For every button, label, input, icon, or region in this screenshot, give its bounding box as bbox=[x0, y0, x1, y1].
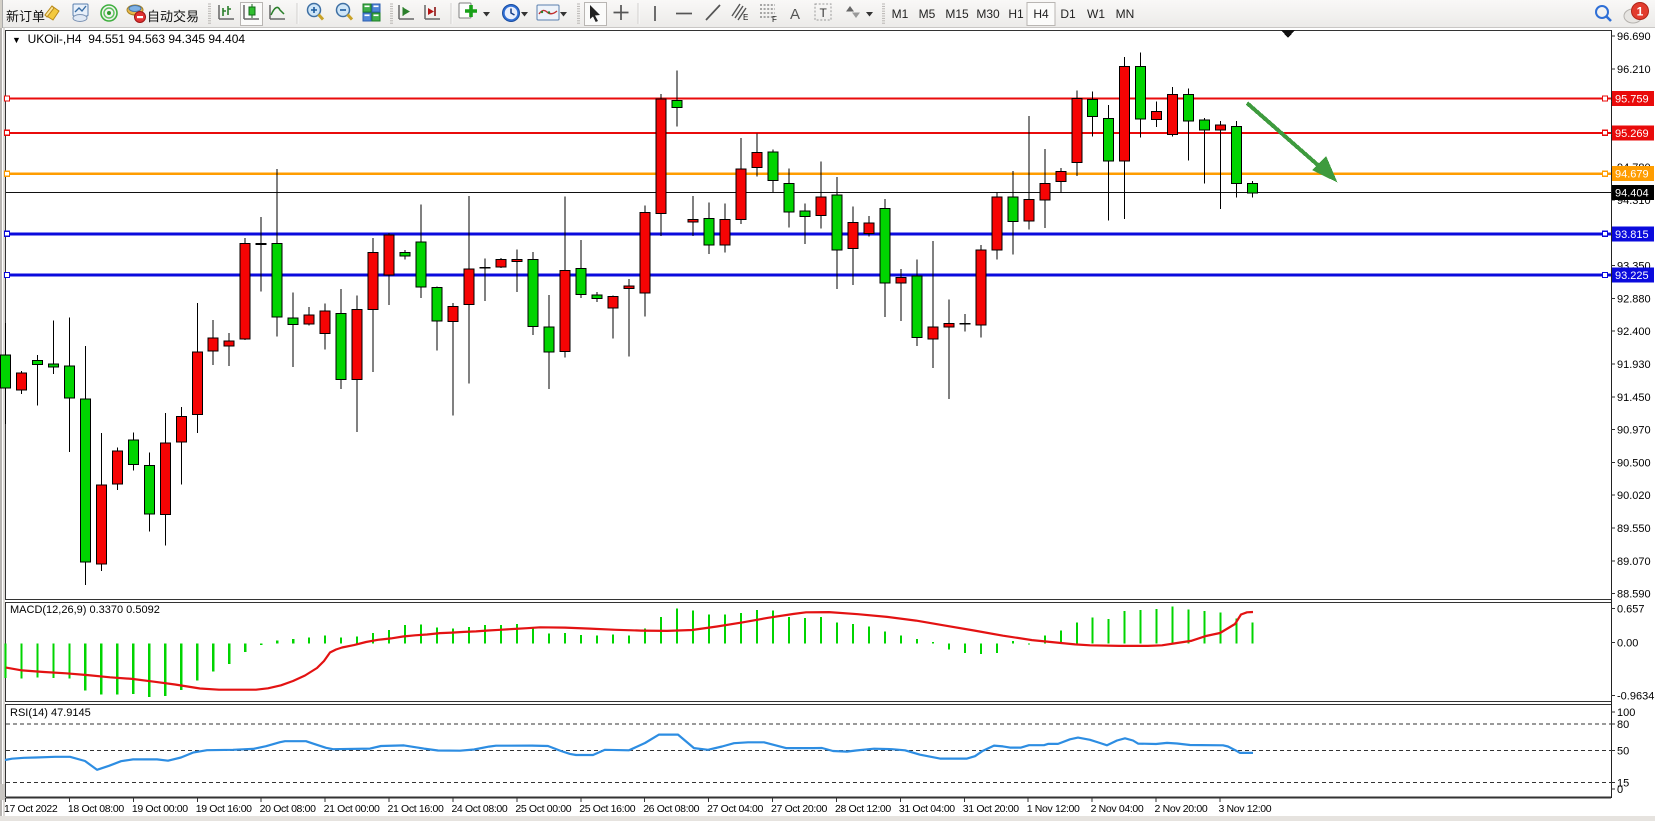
svg-text:-0.9634: -0.9634 bbox=[1617, 691, 1654, 703]
svg-text:100: 100 bbox=[1617, 707, 1635, 719]
svg-text:96.690: 96.690 bbox=[1617, 31, 1651, 43]
svg-text:26 Oct 08:00: 26 Oct 08:00 bbox=[643, 803, 699, 815]
svg-text:31 Oct 20:00: 31 Oct 20:00 bbox=[963, 803, 1019, 815]
svg-text:20 Oct 08:00: 20 Oct 08:00 bbox=[260, 803, 316, 815]
svg-text:31 Oct 04:00: 31 Oct 04:00 bbox=[899, 803, 955, 815]
svg-text:17 Oct 2022: 17 Oct 2022 bbox=[4, 803, 58, 815]
svg-text:0.657: 0.657 bbox=[1617, 604, 1645, 616]
svg-text:25 Oct 16:00: 25 Oct 16:00 bbox=[579, 803, 635, 815]
svg-text:W1: W1 bbox=[1087, 7, 1105, 21]
svg-text:MACD(12,26,9) 0.3370 0.5092: MACD(12,26,9) 0.3370 0.5092 bbox=[10, 604, 160, 616]
svg-text:91.450: 91.450 bbox=[1617, 392, 1651, 404]
svg-text:25 Oct 00:00: 25 Oct 00:00 bbox=[515, 803, 571, 815]
svg-text:91.930: 91.930 bbox=[1617, 359, 1651, 371]
svg-text:0: 0 bbox=[1617, 784, 1623, 796]
svg-text:93.815: 93.815 bbox=[1615, 229, 1649, 241]
svg-text:28 Oct 12:00: 28 Oct 12:00 bbox=[835, 803, 891, 815]
svg-text:M15: M15 bbox=[945, 7, 969, 21]
svg-text:89.070: 89.070 bbox=[1617, 556, 1651, 568]
svg-text:95.759: 95.759 bbox=[1615, 94, 1649, 106]
svg-text:15: 15 bbox=[1617, 777, 1629, 789]
svg-text:M1: M1 bbox=[892, 7, 909, 21]
svg-text:2 Nov 04:00: 2 Nov 04:00 bbox=[1091, 803, 1144, 815]
svg-text:93.225: 93.225 bbox=[1615, 270, 1649, 282]
svg-text:19 Oct 00:00: 19 Oct 00:00 bbox=[132, 803, 188, 815]
svg-text:92.880: 92.880 bbox=[1617, 293, 1651, 305]
svg-text:80: 80 bbox=[1617, 719, 1629, 731]
svg-text:1 Nov 12:00: 1 Nov 12:00 bbox=[1027, 803, 1080, 815]
svg-text:M5: M5 bbox=[919, 7, 936, 21]
svg-text:89.550: 89.550 bbox=[1617, 523, 1651, 535]
svg-text:E: E bbox=[743, 13, 748, 22]
svg-text:1: 1 bbox=[1637, 5, 1644, 19]
svg-text:0.00: 0.00 bbox=[1617, 638, 1638, 650]
svg-text:50: 50 bbox=[1617, 746, 1629, 758]
svg-text:F: F bbox=[772, 15, 777, 24]
svg-text:90.500: 90.500 bbox=[1617, 457, 1651, 469]
svg-text:92.400: 92.400 bbox=[1617, 326, 1651, 338]
svg-text:A: A bbox=[790, 6, 800, 23]
svg-text:94.679: 94.679 bbox=[1615, 169, 1649, 181]
svg-text:94.404: 94.404 bbox=[1615, 187, 1649, 199]
svg-text:96.210: 96.210 bbox=[1617, 64, 1651, 76]
svg-text:3 Nov 12:00: 3 Nov 12:00 bbox=[1218, 803, 1271, 815]
svg-text:RSI(14) 47.9145: RSI(14) 47.9145 bbox=[10, 707, 91, 719]
svg-text:27 Oct 04:00: 27 Oct 04:00 bbox=[707, 803, 763, 815]
svg-text:H4: H4 bbox=[1033, 7, 1049, 21]
svg-text:H1: H1 bbox=[1008, 7, 1024, 21]
svg-text:MN: MN bbox=[1116, 7, 1135, 21]
svg-text:2 Nov 20:00: 2 Nov 20:00 bbox=[1155, 803, 1208, 815]
svg-text:D1: D1 bbox=[1060, 7, 1076, 21]
svg-text:21 Oct 00:00: 21 Oct 00:00 bbox=[324, 803, 380, 815]
svg-text:18 Oct 08:00: 18 Oct 08:00 bbox=[68, 803, 124, 815]
svg-text:21 Oct 16:00: 21 Oct 16:00 bbox=[388, 803, 444, 815]
svg-text:90.970: 90.970 bbox=[1617, 425, 1651, 437]
svg-text:19 Oct 16:00: 19 Oct 16:00 bbox=[196, 803, 252, 815]
svg-text:95.269: 95.269 bbox=[1615, 128, 1649, 140]
svg-text:27 Oct 20:00: 27 Oct 20:00 bbox=[771, 803, 827, 815]
svg-text:88.590: 88.590 bbox=[1617, 589, 1651, 601]
svg-text:T: T bbox=[820, 6, 828, 20]
svg-text:90.020: 90.020 bbox=[1617, 490, 1651, 502]
svg-text:24 Oct 08:00: 24 Oct 08:00 bbox=[451, 803, 507, 815]
svg-text:M30: M30 bbox=[976, 7, 1000, 21]
